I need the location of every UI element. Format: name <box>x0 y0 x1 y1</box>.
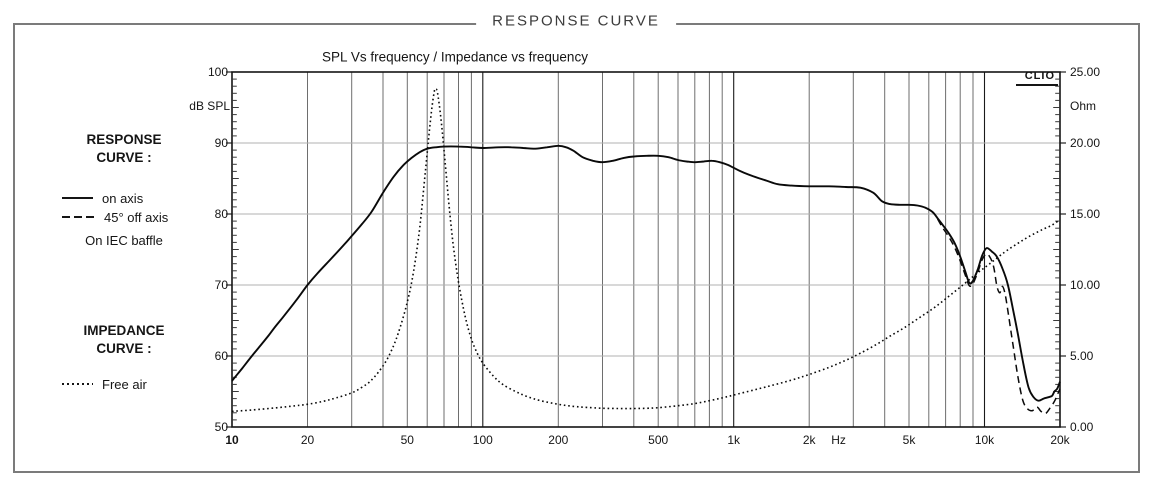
y-left-tick-label: 50 <box>214 420 228 434</box>
legend-free-air-label: Free air <box>102 376 147 392</box>
panel-title: RESPONSE CURVE <box>476 12 676 30</box>
left-axis-unit: dB SPL <box>189 99 230 113</box>
y-right-tick-label: 10.00 <box>1070 278 1101 292</box>
45-off-axis-curve <box>936 218 1061 415</box>
impedance-heading-line1: IMPEDANCE <box>83 323 165 338</box>
right-axis-unit: Ohm <box>1070 99 1097 113</box>
y-left-tick-label: 90 <box>214 136 228 150</box>
x-tick-label: 200 <box>548 433 569 447</box>
chart-title: SPL Vs frequency / Impedance vs frequenc… <box>322 49 588 65</box>
y-left-tick-label: 100 <box>207 65 228 79</box>
x-tick-label: 10k <box>974 433 995 447</box>
y-right-tick-label: 15.00 <box>1070 207 1101 221</box>
x-tick-label: 500 <box>648 433 669 447</box>
x-tick-label: 100 <box>472 433 493 447</box>
y-left-tick-label: 70 <box>214 278 228 292</box>
y-right-tick-label: 5.00 <box>1070 349 1094 363</box>
y-right-tick-label: 0.00 <box>1070 420 1094 434</box>
x-axis-unit-label: Hz <box>831 433 846 447</box>
clio-logo: CLIO <box>1016 70 1058 86</box>
legend-on-axis: on axis <box>62 190 143 206</box>
dashed-line-swatch <box>62 216 95 218</box>
baffle-note: On IEC baffle <box>85 233 163 248</box>
plot-frame <box>231 71 1061 428</box>
response-heading-line1: RESPONSE <box>86 132 162 147</box>
x-tick-label: 10 <box>225 433 239 447</box>
dotted-line-swatch <box>62 383 93 385</box>
legend-off-axis-label: 45° off axis <box>104 209 169 225</box>
solid-line-swatch <box>62 197 93 199</box>
impedance-heading-line2: CURVE : <box>96 341 152 356</box>
x-tick-label: 5k <box>902 433 916 447</box>
legend-free-air: Free air <box>62 376 147 392</box>
panel-border <box>13 23 1140 473</box>
legend-45-off-axis: 45° off axis <box>62 209 168 225</box>
legend-on-axis-label: on axis <box>102 190 144 206</box>
response-curve-heading: RESPONSE CURVE : <box>30 131 218 167</box>
y-left-tick-label: 80 <box>214 207 228 221</box>
x-tick-label: 1k <box>727 433 741 447</box>
x-tick-label: 50 <box>400 433 414 447</box>
x-tick-label: 20k <box>1050 433 1070 447</box>
x-tick-label: 20 <box>300 433 315 447</box>
impedance-curve-heading: IMPEDANCE CURVE : <box>30 322 218 358</box>
response-heading-line2: CURVE : <box>96 150 152 165</box>
y-right-tick-label: 25.00 <box>1070 65 1101 79</box>
on-axis-curve <box>231 144 1061 402</box>
y-left-tick-label: 60 <box>214 349 228 363</box>
x-tick-label: 2k <box>802 433 816 447</box>
y-right-tick-label: 20.00 <box>1070 136 1101 150</box>
